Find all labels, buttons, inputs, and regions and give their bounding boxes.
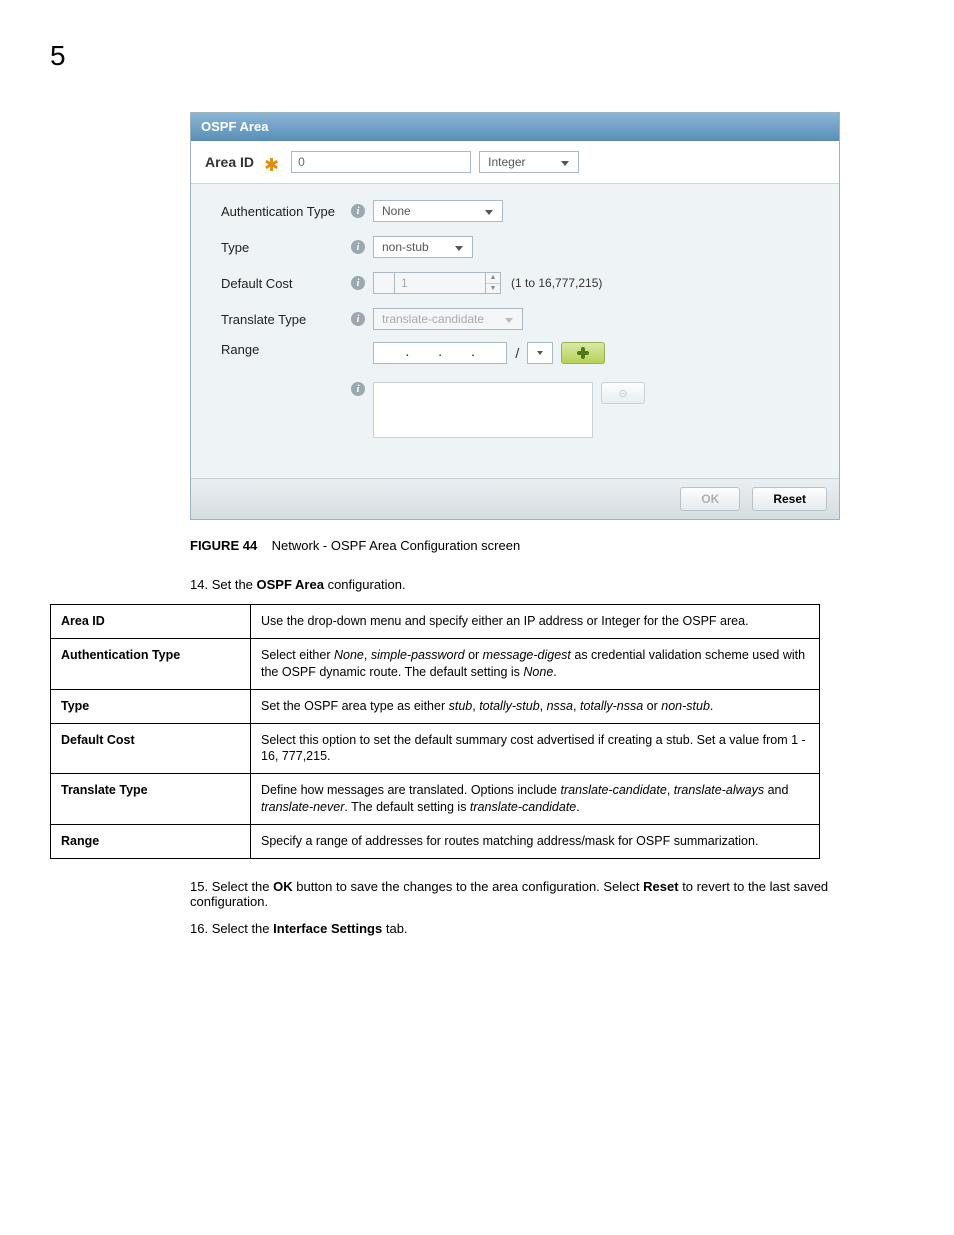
panel-footer: OK Reset <box>191 478 839 519</box>
spinner-down-icon[interactable]: ▼ <box>486 284 500 294</box>
spinner-up-icon[interactable]: ▲ <box>486 273 500 284</box>
chevron-down-icon <box>502 312 516 326</box>
default-cost-label: Default Cost <box>221 276 351 291</box>
panel-body: Authentication Type i None Type i non-st… <box>191 184 839 478</box>
slash-separator: / <box>515 345 519 361</box>
table-row: Authentication TypeSelect either None, s… <box>51 638 820 689</box>
step-15: 15. Select the OK button to save the cha… <box>190 879 890 909</box>
step-bold: OSPF Area <box>257 577 324 592</box>
chevron-down-icon <box>452 240 466 254</box>
table-row: RangeSpecify a range of addresses for ro… <box>51 825 820 859</box>
screenshot-panel: OSPF Area Area ID ✱ Integer Authenticati… <box>190 112 840 520</box>
octet-4[interactable] <box>476 344 502 362</box>
table-value: Select either None, simple-password or m… <box>251 638 820 689</box>
ok-button[interactable]: OK <box>680 487 740 511</box>
area-id-input[interactable] <box>291 151 471 173</box>
ospf-area-panel: OSPF Area Area ID ✱ Integer Authenticati… <box>190 112 840 520</box>
range-add-button[interactable] <box>561 342 605 364</box>
step-number: 15. <box>190 879 208 894</box>
plus-icon <box>577 347 589 359</box>
table-value: Specify a range of addresses for routes … <box>251 825 820 859</box>
step-14: 14. Set the OSPF Area configuration. <box>190 577 890 592</box>
table-key: Translate Type <box>51 774 251 825</box>
step-text: button to save the changes to the area c… <box>293 879 644 894</box>
step-text: configuration. <box>324 577 406 592</box>
area-id-type-value: Integer <box>488 155 525 169</box>
figure-number: FIGURE 44 <box>190 538 257 553</box>
auth-type-label: Authentication Type <box>221 204 351 219</box>
table-row: Translate TypeDefine how messages are tr… <box>51 774 820 825</box>
octet-1[interactable] <box>378 344 404 362</box>
step-number: 16. <box>190 921 208 936</box>
step-text: tab. <box>382 921 407 936</box>
step-bold: Reset <box>643 879 678 894</box>
info-icon[interactable]: i <box>351 382 365 396</box>
reset-button[interactable]: Reset <box>752 487 827 511</box>
range-controls: . . . / <box>373 342 605 372</box>
default-cost-checkbox[interactable] <box>373 272 395 294</box>
area-id-type-select[interactable]: Integer <box>479 151 579 173</box>
table-key: Type <box>51 689 251 723</box>
auth-type-select[interactable]: None <box>373 200 503 222</box>
default-cost-hint: (1 to 16,777,215) <box>511 276 602 290</box>
chevron-down-icon <box>558 155 572 169</box>
panel-title: OSPF Area <box>191 113 839 141</box>
info-icon[interactable]: i <box>351 276 365 290</box>
table-row: Area IDUse the drop-down menu and specif… <box>51 605 820 639</box>
translate-type-value: translate-candidate <box>382 312 484 326</box>
step-number: 14. <box>190 577 208 592</box>
octet-2[interactable] <box>411 344 437 362</box>
table-value: Set the OSPF area type as either stub, t… <box>251 689 820 723</box>
table-value: Select this option to set the default su… <box>251 723 820 774</box>
info-icon[interactable]: i <box>351 312 365 326</box>
chevron-down-icon <box>482 204 496 218</box>
step-text: Set the <box>212 577 257 592</box>
table-key: Default Cost <box>51 723 251 774</box>
range-list <box>373 382 593 438</box>
table-key: Area ID <box>51 605 251 639</box>
area-id-label: Area ID <box>205 154 254 170</box>
auth-type-value: None <box>382 204 411 218</box>
type-select[interactable]: non-stub <box>373 236 473 258</box>
default-cost-value: 1 <box>395 272 485 294</box>
page-number: 5 <box>50 40 904 72</box>
step-text: Select the <box>212 921 273 936</box>
table-row: TypeSet the OSPF area type as either stu… <box>51 689 820 723</box>
figure-text: Network - OSPF Area Configuration screen <box>272 538 521 553</box>
range-ip-input[interactable]: . . . <box>373 342 507 364</box>
type-value: non-stub <box>382 240 429 254</box>
default-cost-spinner[interactable]: 1 ▲ ▼ <box>373 272 501 294</box>
info-icon[interactable]: i <box>351 240 365 254</box>
type-label: Type <box>221 240 351 255</box>
step-bold: OK <box>273 879 293 894</box>
table-value: Use the drop-down menu and specify eithe… <box>251 605 820 639</box>
range-mask-select[interactable] <box>527 342 553 364</box>
step-16: 16. Select the Interface Settings tab. <box>190 921 890 936</box>
config-table: Area IDUse the drop-down menu and specif… <box>50 604 820 859</box>
translate-type-select[interactable]: translate-candidate <box>373 308 523 330</box>
table-key: Range <box>51 825 251 859</box>
step-text: Select the <box>212 879 273 894</box>
table-value: Define how messages are translated. Opti… <box>251 774 820 825</box>
figure-caption: FIGURE 44 Network - OSPF Area Configurat… <box>190 538 904 553</box>
step-bold: Interface Settings <box>273 921 382 936</box>
table-key: Authentication Type <box>51 638 251 689</box>
octet-3[interactable] <box>444 344 470 362</box>
table-row: Default CostSelect this option to set th… <box>51 723 820 774</box>
trash-icon: ⊝ <box>618 387 627 400</box>
range-label: Range <box>221 342 351 357</box>
translate-type-label: Translate Type <box>221 312 351 327</box>
info-icon[interactable]: i <box>351 204 365 218</box>
area-id-row: Area ID ✱ Integer <box>191 141 839 184</box>
range-delete-button[interactable]: ⊝ <box>601 382 645 404</box>
